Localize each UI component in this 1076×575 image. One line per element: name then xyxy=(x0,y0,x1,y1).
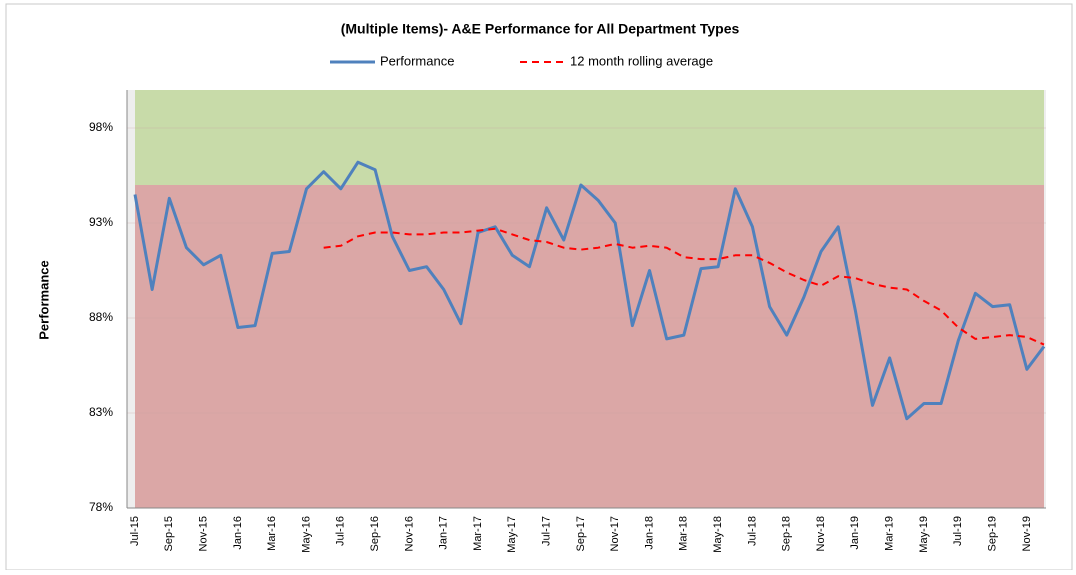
x-tick-label: May-17 xyxy=(506,516,518,553)
band xyxy=(135,90,1044,185)
x-tick-label: Nov-19 xyxy=(1021,516,1033,551)
x-tick-label: Jan-16 xyxy=(232,516,244,550)
x-tick-label: Nov-18 xyxy=(815,516,827,551)
x-tick-label: Sep-18 xyxy=(781,516,793,551)
x-tick-label: Jul-16 xyxy=(335,516,347,546)
x-tick-label: Mar-19 xyxy=(884,516,896,551)
y-tick-label: 88% xyxy=(89,310,113,324)
series-line xyxy=(133,160,1046,421)
x-tick-label: Sep-19 xyxy=(986,516,998,551)
x-tick-label: Jul-18 xyxy=(746,516,758,546)
legend-label: Performance xyxy=(380,53,454,68)
y-tick-label: 93% xyxy=(89,215,113,229)
legend-label: 12 month rolling average xyxy=(570,53,713,68)
x-tick-label: Nov-15 xyxy=(198,516,210,551)
x-tick-label: Nov-16 xyxy=(403,516,415,551)
x-tick-label: Mar-17 xyxy=(472,516,484,551)
x-tick-label: May-18 xyxy=(712,516,724,553)
x-tick-label: Jan-19 xyxy=(849,516,861,550)
x-tick-label: Jan-17 xyxy=(438,516,450,550)
x-tick-label: Sep-15 xyxy=(163,516,175,551)
x-tick-label: Jan-18 xyxy=(643,516,655,550)
series-line xyxy=(323,227,1045,346)
chart-title: (Multiple Items)- A&E Performance for Al… xyxy=(341,21,740,37)
y-tick-label: 78% xyxy=(89,500,113,514)
y-tick-label: 98% xyxy=(89,120,113,134)
x-tick-label: May-19 xyxy=(918,516,930,553)
x-tick-label: Mar-16 xyxy=(266,516,278,551)
x-tick-label: Mar-18 xyxy=(678,516,690,551)
y-tick-label: 83% xyxy=(89,405,113,419)
band xyxy=(135,185,1044,508)
y-axis-label: Performance xyxy=(36,260,51,339)
x-tick-label: Jul-15 xyxy=(129,516,141,546)
x-tick-label: May-16 xyxy=(300,516,312,553)
x-tick-label: Sep-17 xyxy=(575,516,587,551)
x-tick-label: Jul-17 xyxy=(541,516,553,546)
x-tick-label: Sep-16 xyxy=(369,516,381,551)
x-tick-label: Jul-19 xyxy=(952,516,964,546)
x-tick-label: Nov-17 xyxy=(609,516,621,551)
